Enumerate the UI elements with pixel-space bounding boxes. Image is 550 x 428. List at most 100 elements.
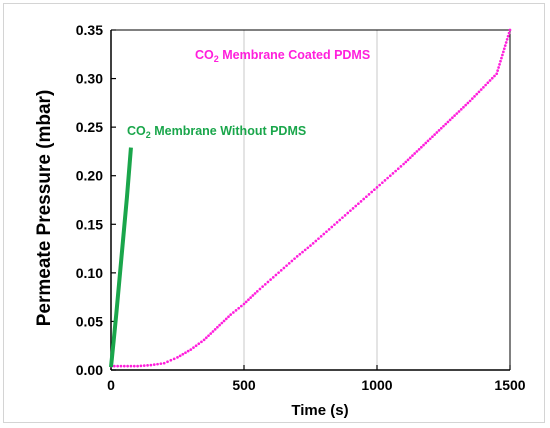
data-point: [129, 364, 133, 368]
data-point: [178, 354, 182, 358]
data-point: [484, 83, 487, 87]
data-point: [213, 328, 217, 331]
data-point: [335, 220, 339, 224]
data-point: [266, 280, 270, 284]
data-point: [319, 234, 323, 238]
data-point: [365, 195, 368, 199]
data-point: [475, 92, 479, 96]
x-tick-label: 0: [107, 377, 115, 393]
data-point: [411, 154, 414, 157]
data-point: [176, 356, 179, 359]
data-point: [159, 362, 163, 366]
data-point: [274, 273, 278, 277]
data-point: [477, 90, 481, 94]
data-point: [497, 66, 500, 69]
data-point: [287, 261, 291, 265]
data-point: [169, 358, 173, 362]
data-point: [211, 330, 215, 333]
annotation-without-pdms: CO2 Membrane Without PDMS: [127, 124, 306, 140]
y-tick-label: 0.30: [76, 71, 103, 87]
data-point: [271, 275, 275, 279]
x-ticks: 0 500 1000 1500: [107, 365, 526, 393]
data-point: [207, 334, 210, 338]
data-point: [237, 306, 241, 310]
y-ticks: 0.00 0.05 0.10 0.15 0.20 0.25 0.30 0.35: [76, 22, 116, 378]
data-point: [431, 135, 434, 139]
data-point: [486, 81, 490, 85]
data-point: [388, 174, 392, 178]
data-point: [343, 213, 347, 217]
data-point: [303, 248, 307, 252]
data-point: [298, 252, 302, 256]
data-point: [204, 336, 208, 340]
data-point: [322, 232, 326, 236]
data-point: [406, 158, 410, 162]
data-point: [234, 309, 238, 312]
y-tick-label: 0.20: [76, 168, 103, 184]
annotation-without-text: Membrane Without PDMS: [151, 124, 306, 138]
data-point: [473, 95, 476, 98]
data-point: [162, 361, 166, 365]
data-point: [502, 50, 505, 54]
data-point: [290, 259, 294, 263]
data-point: [496, 69, 499, 72]
data-point: [404, 160, 408, 164]
data-point: [502, 47, 506, 51]
data-point: [244, 300, 248, 304]
data-point: [464, 103, 468, 107]
y-tick-label: 0.35: [76, 22, 103, 38]
data-point: [439, 126, 443, 130]
chart-frame: [3, 3, 545, 423]
data-point: [433, 133, 436, 136]
y-tick-label: 0.05: [76, 313, 103, 329]
data-point: [194, 344, 198, 348]
data-point: [251, 294, 255, 297]
data-point: [354, 204, 358, 208]
data-point: [181, 352, 185, 356]
data-point: [239, 304, 243, 308]
data-point: [482, 85, 485, 89]
data-point: [282, 266, 286, 270]
data-point: [498, 62, 501, 66]
data-point: [428, 137, 432, 141]
data-point: [136, 364, 139, 368]
data-point: [507, 31, 511, 35]
data-point: [232, 311, 235, 314]
y-axis-label: Permeate Pressure (mbar): [34, 90, 55, 327]
annotation-coated-subscript: 2: [214, 54, 219, 64]
data-point: [383, 179, 387, 182]
data-point: [202, 338, 206, 342]
data-point: [279, 268, 283, 272]
data-point: [470, 97, 474, 100]
data-point: [249, 296, 252, 299]
data-point: [309, 244, 312, 248]
data-point: [422, 143, 425, 147]
y-tick-label: 0.10: [76, 265, 103, 281]
data-point: [396, 167, 400, 171]
data-point: [277, 271, 280, 275]
data-point: [508, 28, 512, 32]
data-point: [468, 99, 472, 103]
data-point: [415, 150, 419, 153]
data-point: [451, 116, 454, 120]
data-point: [500, 56, 503, 60]
data-point: [156, 362, 159, 366]
data-point: [419, 145, 423, 149]
annotation-coated-pdms: CO2 Membrane Coated PDMS: [195, 48, 370, 64]
data-point: [505, 38, 509, 41]
data-point: [503, 44, 507, 47]
data-point: [446, 120, 450, 124]
data-point: [457, 110, 461, 113]
annotation-coated-prefix: CO: [195, 48, 214, 62]
data-point: [132, 364, 136, 368]
series-coated: [109, 28, 512, 368]
data-point: [122, 364, 126, 368]
data-point: [293, 257, 296, 261]
data-point: [370, 190, 374, 194]
x-tick-label: 1500: [494, 377, 525, 393]
grid-lines: [243, 30, 378, 370]
data-point: [359, 200, 363, 203]
data-point: [357, 202, 360, 206]
data-point: [126, 364, 129, 368]
